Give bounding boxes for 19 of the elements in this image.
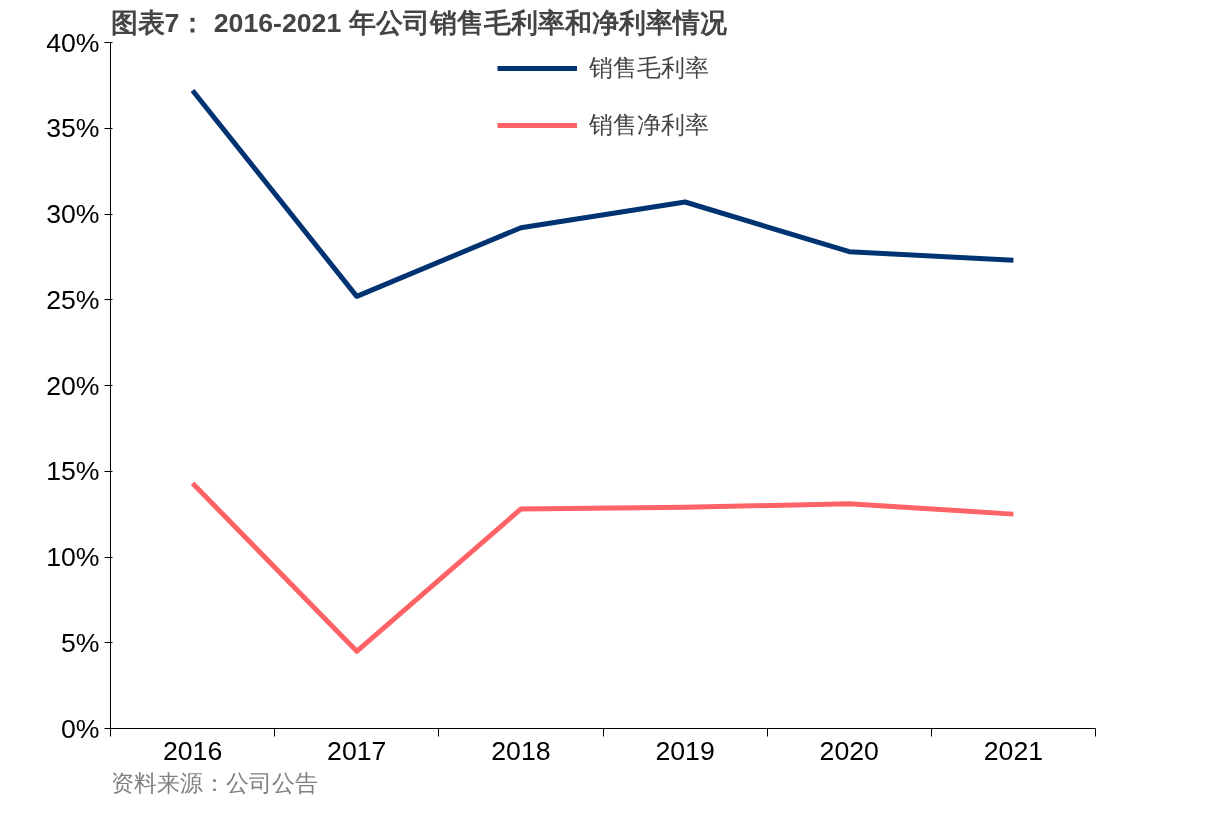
x-tick-label: 2017 <box>327 735 387 766</box>
legend-label: 销售毛利率 <box>588 53 709 83</box>
x-tick-label: 2016 <box>162 735 223 766</box>
x-tick-label: 2019 <box>655 735 715 766</box>
chart-title: 图表7： 2016-2021 年公司销售毛利率和净利率情况 <box>110 7 728 38</box>
y-tick-label: 10% <box>46 542 100 572</box>
y-tick-label: 40% <box>46 27 100 58</box>
y-tick-label: 0% <box>60 713 100 744</box>
y-tick-label: 35% <box>46 113 100 144</box>
x-tick-label: 2018 <box>491 735 551 766</box>
text: 资料来源：公司公告 <box>110 769 318 796</box>
legend-label: 销售净利率 <box>588 110 709 140</box>
y-tick-label: 20% <box>46 370 100 401</box>
x-tick-label: 2021 <box>983 735 1044 766</box>
x-tick-label: 2020 <box>819 735 879 766</box>
y-tick-label: 30% <box>46 199 100 229</box>
y-tick-label: 15% <box>46 456 100 487</box>
y-tick-label: 5% <box>60 627 100 658</box>
y-tick-label: 25% <box>46 284 100 315</box>
